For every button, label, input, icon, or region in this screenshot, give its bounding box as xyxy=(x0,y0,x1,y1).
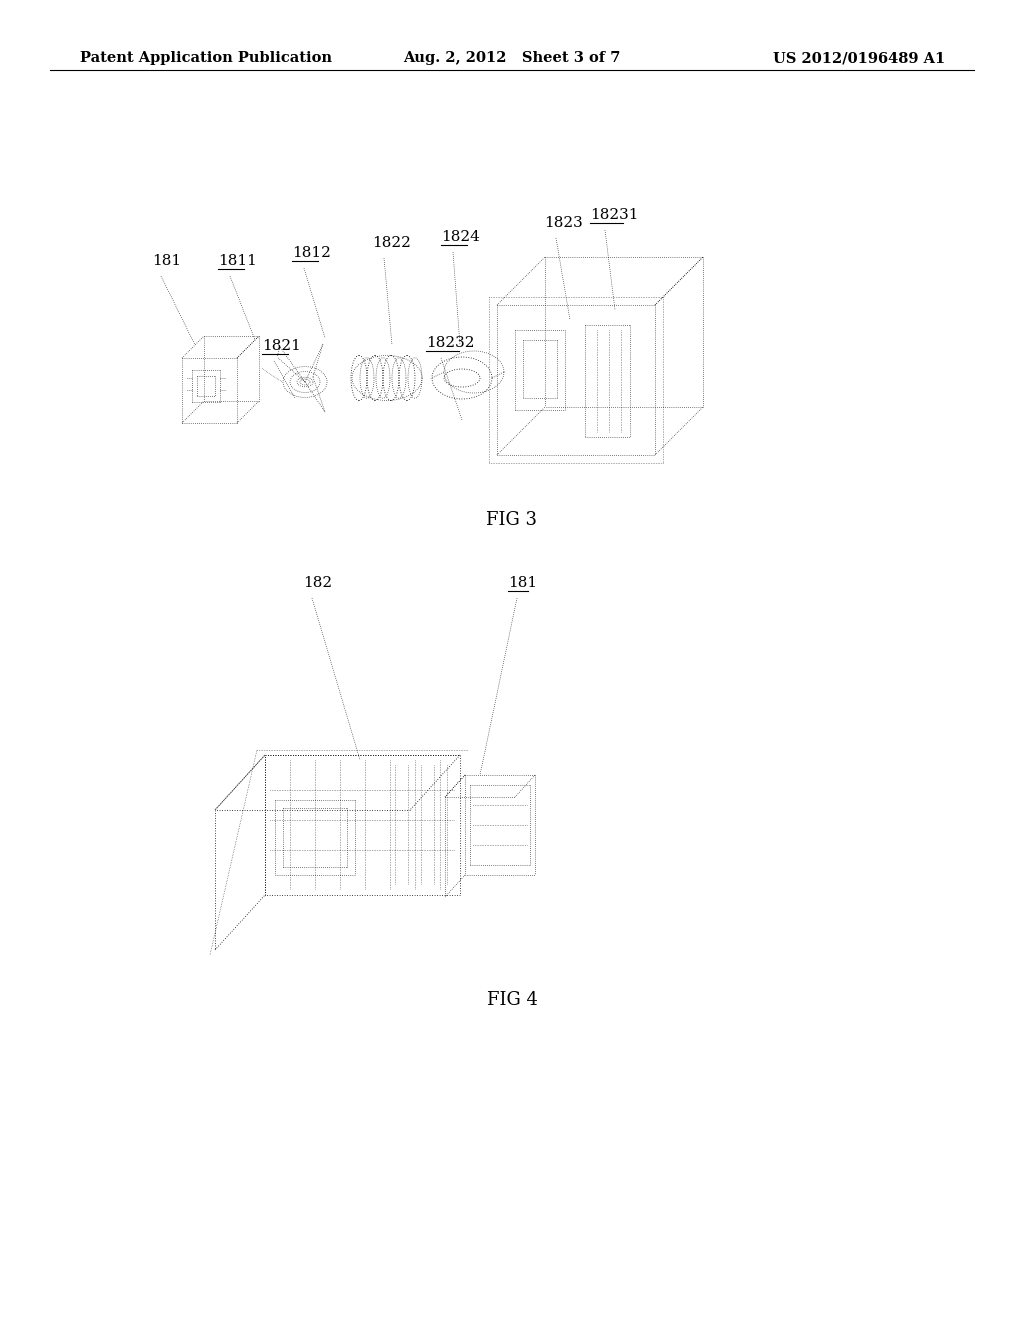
Text: 181: 181 xyxy=(508,576,538,590)
Text: US 2012/0196489 A1: US 2012/0196489 A1 xyxy=(773,51,945,65)
Text: 18231: 18231 xyxy=(590,209,639,222)
Text: 18232: 18232 xyxy=(426,337,474,350)
Text: 1821: 1821 xyxy=(262,339,301,352)
Text: FIG 3: FIG 3 xyxy=(486,511,538,529)
Text: 1812: 1812 xyxy=(292,246,331,260)
Text: 1822: 1822 xyxy=(372,236,411,249)
Text: Aug. 2, 2012   Sheet 3 of 7: Aug. 2, 2012 Sheet 3 of 7 xyxy=(403,51,621,65)
Text: 1823: 1823 xyxy=(544,216,583,230)
Text: 1824: 1824 xyxy=(441,230,480,244)
Text: 181: 181 xyxy=(152,253,181,268)
Text: Patent Application Publication: Patent Application Publication xyxy=(80,51,332,65)
Text: 182: 182 xyxy=(303,576,332,590)
Text: 1811: 1811 xyxy=(218,253,257,268)
Text: FIG 4: FIG 4 xyxy=(486,991,538,1008)
